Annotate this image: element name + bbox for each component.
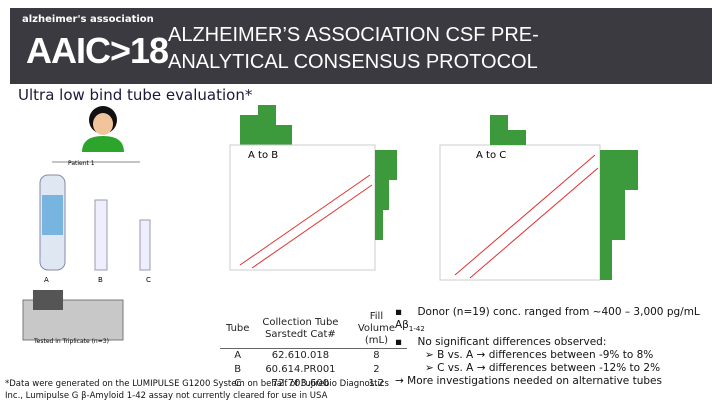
logo: AAIC>18 [26,30,169,72]
title-line: ALZHEIMER’S ASSOCIATION CSF PRE- [168,24,539,46]
histogram [600,240,612,280]
cell: 62.610.018 [255,348,346,363]
instrument-screen [33,290,63,310]
text: No significant differences observed: [417,336,607,349]
histogram [508,130,526,145]
table-row: C 72.703.600 1.2 [220,377,407,391]
tube-label: A [44,276,49,284]
bullet: ▪ Donor (n=19) conc. ranged from ~400 – … [395,306,700,334]
instrument-body [22,299,124,341]
cell: 8 [345,348,408,363]
ci-line [469,167,599,279]
tube [94,199,108,271]
person-body [82,136,124,152]
cell: C [234,378,242,389]
tube-liquid [42,195,63,235]
bullet: ▪ No significant differences observed: [395,336,607,349]
instrument [22,290,124,341]
cell: 1.2 [368,378,385,389]
tube [139,219,151,271]
cell: A [220,348,256,363]
cell: Tube [226,323,250,334]
histogram [375,150,397,180]
ci-line [454,154,596,276]
bullets: ▪ Donor (n=19) conc. ranged from ~400 – … [395,306,717,388]
figures [39,105,638,281]
logo-main: AAIC [26,30,111,71]
person-face [93,113,113,135]
header-band [10,8,712,84]
histogram [240,115,258,145]
patient-label: Patient 1 [68,160,95,167]
logo-top: alzheimer's association [22,14,154,25]
histogram [375,210,383,240]
plot-title: A to B [248,150,279,161]
cell: 60.614.PR001 [265,364,336,375]
cell: Collection Tube Sarstedt Cat# [262,317,339,340]
text: → More investigations needed on alternat… [395,375,662,388]
ci-line [239,174,371,266]
sub-bullet: ➢ B vs. A → differences between -9% to 8… [425,349,654,362]
text: 1-42 [408,325,425,334]
table-body: A 62.610.018 8 B 60.614.PR001 2 C 72.703.600 1.2 [220,348,408,392]
tube-table: Tube Collection Tube Sarstedt Cat# Fill Vo… [220,310,408,392]
histogram [600,190,625,240]
footnote: *Data were generated on the LUMIPULSE G1… [5,379,389,401]
cell: Fill Volume (mL) [357,311,396,346]
bullet: → More investigations needed on alternat… [395,375,717,388]
histogram [490,115,508,145]
plot-title: A to C [476,150,507,161]
subtitle: Ultra low bind tube evaluation* [18,86,253,104]
sub-bullet: ➢ C vs. A → differences between -12% to … [425,362,661,375]
logo-year: 18 [130,30,169,71]
histogram [600,150,638,190]
cell: 72.703.600 [271,378,330,389]
text: Donor (n=19) conc. ranged from ~400 – 3,… [395,306,700,331]
plot-frame [229,144,376,271]
cell: B [234,364,242,375]
histogram [258,105,276,145]
caption: Tested in Triplicate (n=3) [34,338,109,345]
logo-sep: > [110,30,131,71]
histogram [375,180,389,210]
tube-label: B [98,276,103,284]
text: B vs. A → differences between -9% to 8% [437,349,654,362]
plot-frame [439,144,601,281]
ci-line [251,184,373,269]
table-row: A 62.610.018 8 [220,348,408,363]
histogram [276,125,292,145]
table-header: Tube Collection Tube Sarstedt Cat# Fill Vo… [220,310,407,349]
tube-label: C [146,276,151,284]
text: C vs. A → differences between -12% to 2% [437,362,661,375]
title-line: ANALYTICAL CONSENSUS PROTOCOL [168,51,538,73]
table-row: B 60.614.PR001 2 [220,363,407,377]
cell: 2 [373,364,380,375]
